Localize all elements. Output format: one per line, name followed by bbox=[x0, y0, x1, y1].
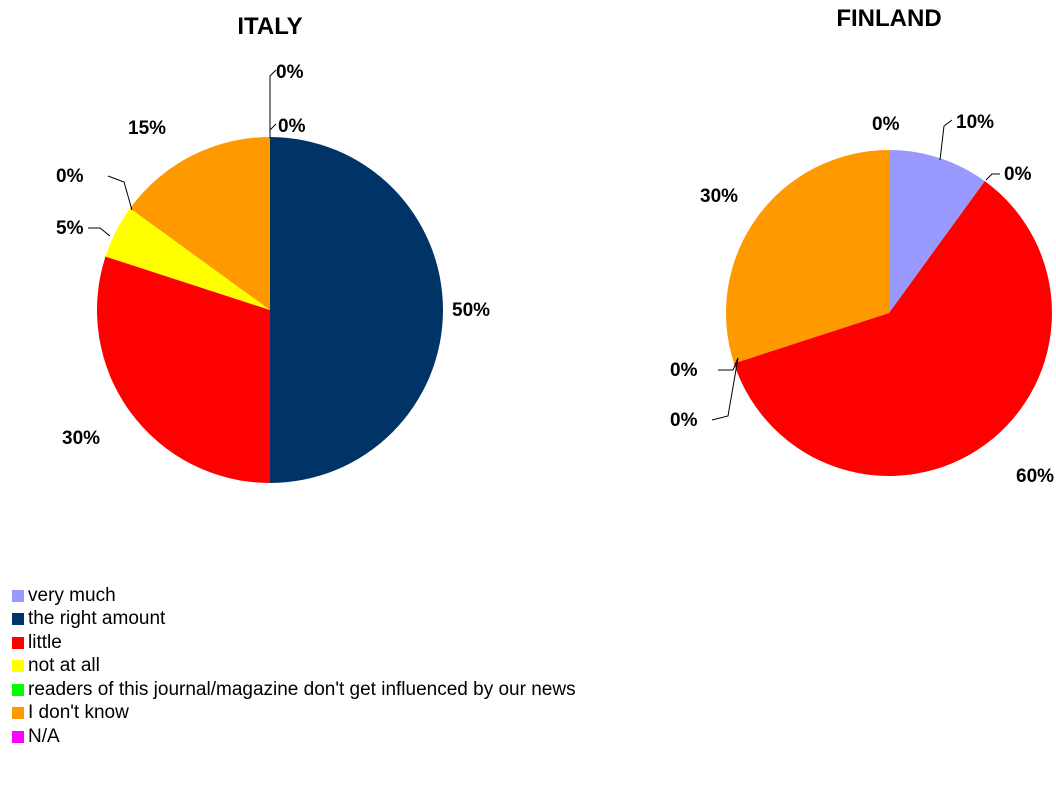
finland-label-readers: 0% bbox=[670, 410, 698, 431]
italy-label-na: 0% bbox=[56, 166, 84, 187]
legend-item-right-amount: the right amount bbox=[12, 608, 576, 632]
legend: very much the right amount little not at… bbox=[12, 584, 576, 749]
legend-label: I don't know bbox=[28, 702, 129, 724]
italy-leader-very-much bbox=[269, 69, 277, 138]
legend-swatch bbox=[12, 613, 24, 626]
legend-label: readers of this journal/magazine don't g… bbox=[28, 678, 576, 700]
legend-item-very-much: very much bbox=[12, 584, 576, 608]
legend-swatch bbox=[12, 683, 24, 696]
finland-leader-very-much bbox=[939, 119, 953, 161]
italy-slice-the-right-amount bbox=[270, 137, 443, 483]
italy-chart: ITALY 0% 0% 15% 0% 5% 50% 30% bbox=[56, 13, 490, 483]
italy-slice-not-at-all bbox=[105, 208, 270, 310]
finland-leader-readers bbox=[711, 357, 739, 421]
legend-label: N/A bbox=[28, 725, 60, 747]
italy-title: ITALY bbox=[237, 13, 302, 40]
finland-label-very-much: 10% bbox=[956, 112, 994, 133]
finland-leader-right-amount bbox=[985, 173, 1000, 181]
italy-slices bbox=[96, 137, 443, 483]
finland-slices bbox=[726, 150, 1053, 476]
finland-slice-very-much bbox=[889, 150, 985, 313]
italy-leader-not-at-all bbox=[107, 175, 133, 211]
finland-label-right-amount: 0% bbox=[1004, 164, 1032, 185]
italy-label-little: 30% bbox=[62, 428, 100, 449]
legend-item-not-at-all: not at all bbox=[12, 655, 576, 679]
legend-item-dont-know: I don't know bbox=[12, 702, 576, 726]
italy-leader-na bbox=[88, 227, 111, 237]
italy-slice-little bbox=[96, 256, 270, 483]
pie-charts-figure: ITALY 0% 0% 15% 0% 5% 50% 30% FINLAND 0%… bbox=[56, 5, 1054, 487]
legend-swatch bbox=[12, 660, 24, 673]
legend-swatch bbox=[12, 707, 24, 720]
italy-label-not-at-all: 5% bbox=[56, 218, 84, 239]
finland-slice-i-don-t-know bbox=[726, 150, 889, 364]
finland-label-na: 0% bbox=[872, 114, 900, 135]
legend-item-readers: readers of this journal/magazine don't g… bbox=[12, 678, 576, 702]
finland-slice-little bbox=[733, 181, 1053, 476]
finland-label-little: 60% bbox=[1016, 466, 1054, 487]
italy-leader-readers bbox=[269, 123, 277, 138]
legend-label: not at all bbox=[28, 655, 100, 677]
finland-label-dont-know: 30% bbox=[700, 186, 738, 207]
finland-leader-not-at-all bbox=[718, 357, 739, 371]
italy-label-dont-know: 15% bbox=[128, 118, 166, 139]
legend-label: the right amount bbox=[28, 608, 166, 630]
legend-item-little: little bbox=[12, 631, 576, 655]
italy-slice-i-don-t-know bbox=[130, 137, 270, 310]
legend-swatch bbox=[12, 730, 24, 743]
legend-swatch bbox=[12, 589, 24, 602]
italy-label-right-amount: 50% bbox=[452, 300, 490, 321]
italy-label-readers: 0% bbox=[278, 116, 306, 137]
finland-label-not-at-all: 0% bbox=[670, 360, 698, 381]
legend-label: very much bbox=[28, 584, 116, 606]
italy-label-very-much: 0% bbox=[276, 62, 304, 83]
legend-swatch bbox=[12, 636, 24, 649]
finland-chart: FINLAND 0% 10% 0% 30% 0% 0% 60% bbox=[670, 5, 1054, 487]
legend-label: little bbox=[28, 631, 62, 653]
legend-item-na: N/A bbox=[12, 725, 576, 749]
finland-title: FINLAND bbox=[836, 5, 941, 32]
